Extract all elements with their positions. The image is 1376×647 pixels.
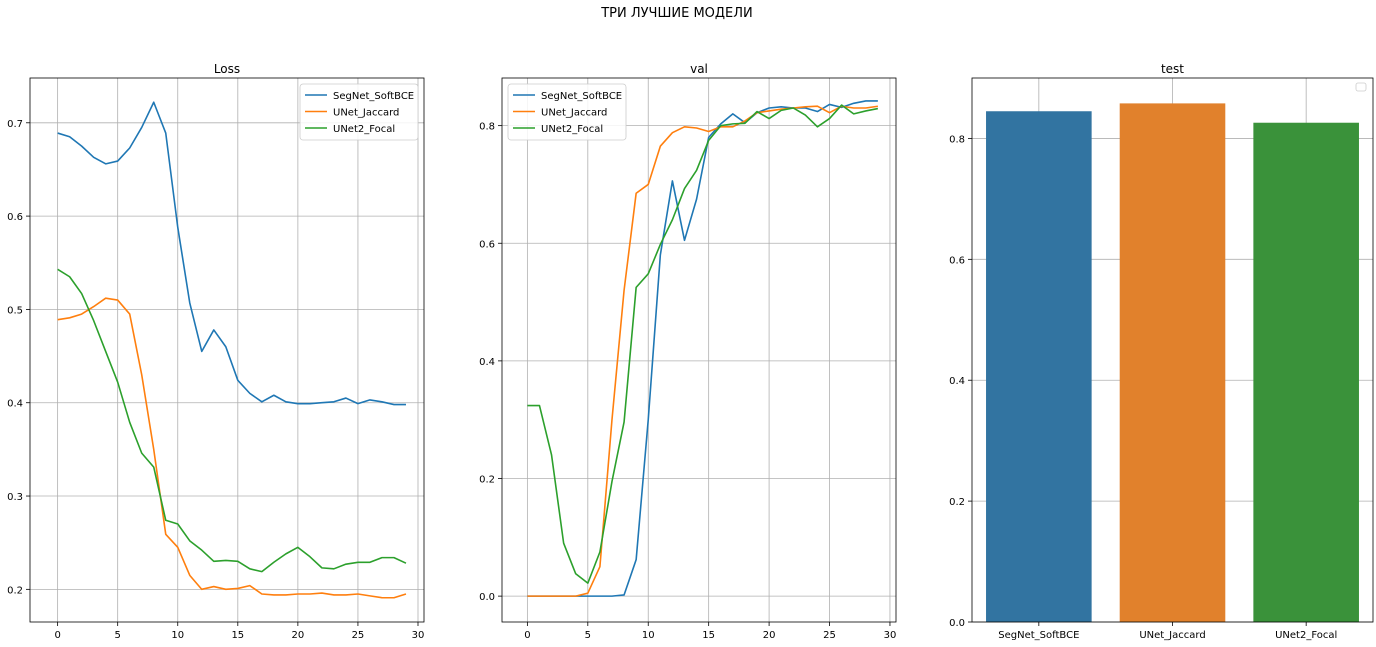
legend-box: [299, 83, 419, 141]
x-tick-label: 15: [231, 630, 244, 641]
y-tick-label: 0.8: [949, 134, 965, 145]
x-tick-label: 0: [524, 630, 530, 641]
series-line-unet2-focal: [57, 268, 407, 573]
axes-frame: [501, 77, 897, 623]
loss-chart: Loss 0 5 10 15 20 25 30 0.2 0.3 0.4 0.5 0.6 0.7 SegNet…: [7, 62, 425, 641]
y-tick-label: 0.2: [7, 585, 23, 596]
chart-title: test: [1161, 62, 1184, 76]
chart-title: val: [690, 62, 708, 76]
x-tick-label: UNet_Jaccard: [1139, 630, 1205, 641]
y-tick-label: 0.2: [479, 475, 495, 486]
series-line-segnet-softbce: [527, 100, 878, 597]
x-tick-label: 25: [352, 630, 365, 641]
y-tick-label: 0.5: [7, 305, 23, 316]
y-tick-label: 0.6: [7, 212, 23, 223]
x-tick-label: 30: [884, 630, 897, 641]
figure-suptitle: ТРИ ЛУЧШИЕ МОДЕЛИ: [600, 6, 753, 21]
x-tick-label: 5: [115, 630, 121, 641]
y-tick-label: 0.6: [949, 255, 965, 266]
legend-label: UNet2_Focal: [333, 124, 395, 135]
x-tick-label: 20: [292, 630, 305, 641]
y-tick-label: 0.4: [479, 357, 495, 368]
x-tick-label: 5: [585, 630, 591, 641]
y-tick-label: 0.6: [479, 239, 495, 250]
y-tick-label: 0.3: [7, 492, 23, 503]
bar-unet2-focal: [1253, 122, 1359, 623]
legend-label: SegNet_SoftBCE: [541, 91, 622, 102]
y-tick-label: 0.4: [7, 399, 23, 410]
x-tick-label: UNet2_Focal: [1275, 630, 1337, 641]
test-chart: test 0.0 0.2 0.4 0.6 0.8 SegNet_SoftBCE UNet_Ja…: [949, 62, 1374, 641]
legend-label: SegNet_SoftBCE: [333, 91, 414, 102]
series-line-unet-jaccard: [57, 297, 407, 599]
bar-segnet-softbce: [986, 111, 1092, 622]
axes-frame: [971, 77, 1374, 623]
y-tick-label: 0.7: [7, 119, 23, 130]
x-tick-label: 30: [412, 630, 425, 641]
y-tick-label: 0.8: [479, 122, 495, 133]
series-line-unet2-focal: [527, 104, 879, 584]
legend-box: [507, 83, 627, 141]
legend: SegNet_SoftBCE UNet_Jaccard UNet2_Focal: [507, 83, 627, 141]
legend-label: UNet2_Focal: [541, 124, 603, 135]
axes-frame: [29, 77, 425, 623]
legend: [1355, 82, 1367, 92]
y-tick-label: 0.4: [949, 376, 965, 387]
y-tick-label: 0.0: [949, 618, 965, 629]
x-tick-label: 10: [642, 630, 655, 641]
y-tick-label: 0.2: [949, 497, 965, 508]
x-tick-label: 0: [54, 630, 60, 641]
legend-label: UNet_Jaccard: [541, 108, 607, 119]
y-tick-label: 0.0: [479, 592, 495, 603]
val-chart: val 0 5 10 15 20 25 30 0.0 0.2 0.4 0.6 0.8 SegNet_Sof…: [479, 62, 897, 641]
x-tick-label: 20: [763, 630, 776, 641]
x-tick-label: 10: [171, 630, 184, 641]
bar-unet-jaccard: [1119, 103, 1226, 623]
series-line-segnet-softbce: [57, 101, 406, 406]
x-tick-label: 25: [823, 630, 836, 641]
x-tick-label: 15: [702, 630, 715, 641]
chart-title: Loss: [214, 62, 240, 76]
legend: SegNet_SoftBCE UNet_Jaccard UNet2_Focal: [299, 83, 419, 141]
legend-label: UNet_Jaccard: [333, 108, 399, 119]
series-line-unet-jaccard: [527, 105, 878, 597]
x-tick-label: SegNet_SoftBCE: [998, 630, 1079, 641]
